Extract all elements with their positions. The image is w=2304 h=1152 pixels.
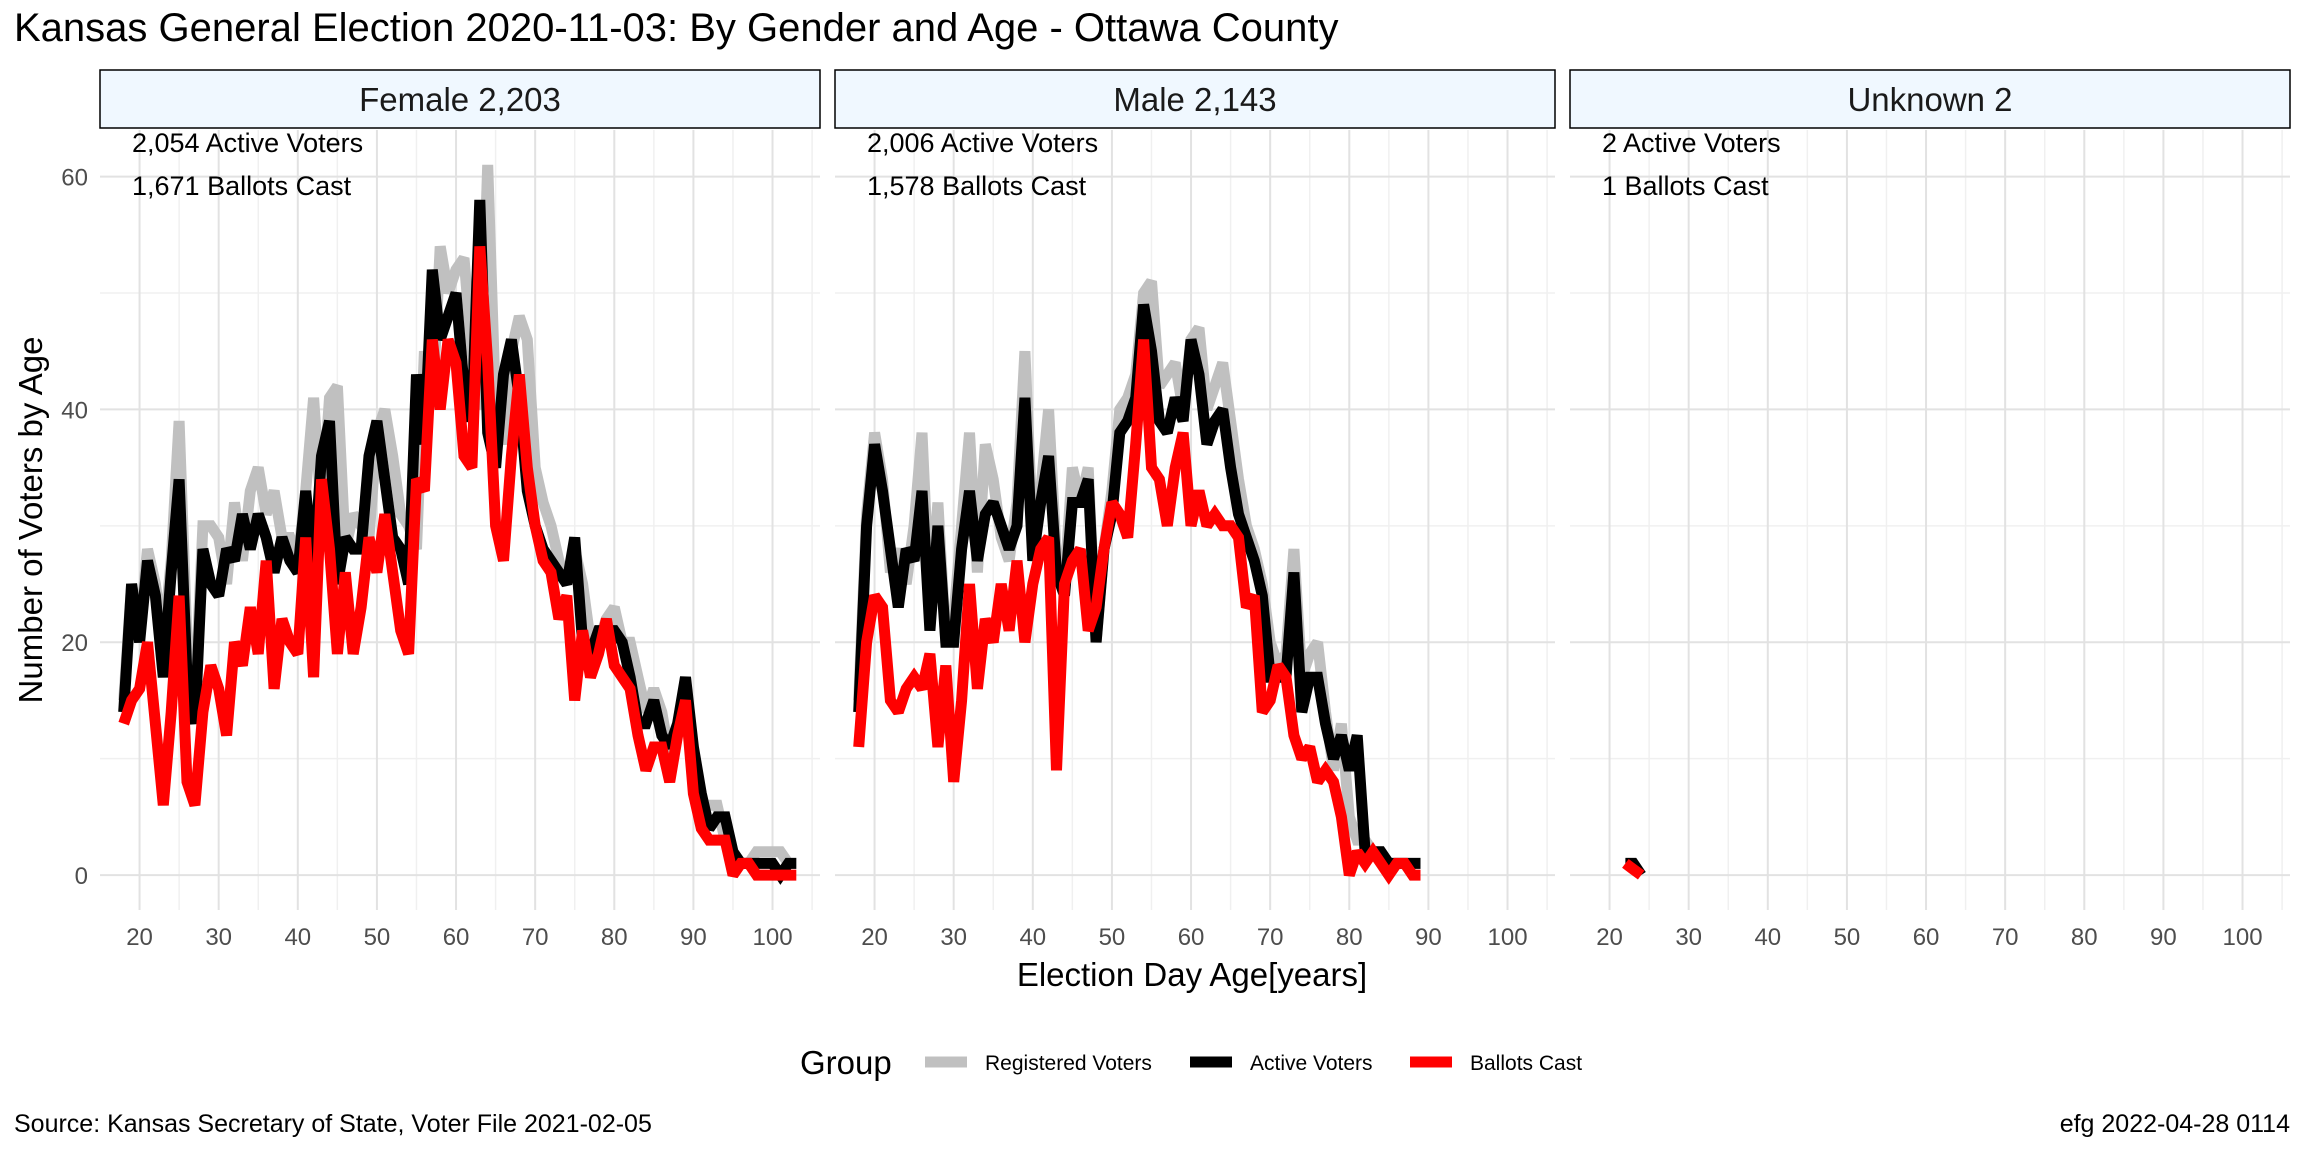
active-voters-annotation: 2,006 Active Voters [867, 128, 1098, 158]
x-tick-label: 20 [861, 924, 888, 951]
ballots-cast-annotation: 1,578 Ballots Cast [867, 171, 1087, 201]
x-tick-label: 100 [753, 924, 793, 951]
active-voters-annotation: 2,054 Active Voters [132, 128, 363, 158]
y-axis-title: Number of Voters by Age [12, 337, 49, 704]
x-tick-label: 50 [364, 924, 391, 951]
x-tick-label: 90 [680, 924, 707, 951]
legend-title: Group [800, 1044, 892, 1081]
x-tick-label: 40 [1754, 924, 1781, 951]
x-tick-label: 40 [284, 924, 311, 951]
legend-label-active-voters: Active Voters [1250, 1052, 1373, 1075]
active-voters-annotation: 2 Active Voters [1602, 128, 1781, 158]
y-tick-label: 40 [61, 397, 88, 424]
series-line-ballots-cast [1622, 858, 1645, 880]
panel-strip [99, 69, 821, 129]
legend-label-ballots-cast: Ballots Cast [1470, 1052, 1582, 1075]
y-tick-label: 0 [75, 863, 88, 890]
x-tick-label: 70 [1257, 924, 1284, 951]
x-tick-label: 50 [1099, 924, 1126, 951]
x-tick-label: 50 [1834, 924, 1861, 951]
x-tick-label: 80 [1336, 924, 1363, 951]
source-note: Source: Kansas Secretary of State, Voter… [14, 1110, 652, 1138]
series-line-active-voters [118, 199, 797, 885]
panel-female: Female 2,203 2,054 Active Voters 1,671 Bal… [61, 69, 821, 951]
x-tick-label: 90 [2150, 924, 2177, 951]
ballots-cast-annotation: 1,671 Ballots Cast [132, 171, 352, 201]
y-tick-label: 60 [61, 165, 88, 192]
series-line-ballots-cast [853, 339, 1421, 885]
x-tick-label: 60 [443, 924, 470, 951]
x-tick-label: 30 [205, 924, 232, 951]
series-line-ballots-cast [118, 246, 797, 881]
panel-strip [1569, 69, 2291, 129]
x-tick-label: 30 [940, 924, 967, 951]
panel-strip-label: Unknown 2 [1847, 81, 2012, 118]
panel-male: Male 2,143 2,006 Active Voters 1,578 Ballo… [834, 69, 1556, 951]
x-tick-label: 80 [601, 924, 628, 951]
x-tick-label: 30 [1675, 924, 1702, 951]
x-tick-label: 60 [1178, 924, 1205, 951]
x-tick-label: 100 [2223, 924, 2263, 951]
ballots-cast-annotation: 1 Ballots Cast [1602, 171, 1769, 201]
timestamp-note: efg 2022-04-28 0114 [2059, 1110, 2290, 1138]
panel-strip-label: Female 2,203 [359, 81, 561, 118]
x-tick-label: 70 [1992, 924, 2019, 951]
x-tick-label: 40 [1019, 924, 1046, 951]
panel-unknown: Unknown 2 2 Active Voters 1 Ballots Cast 20… [1569, 69, 2291, 951]
legend-label-registered-voters: Registered Voters [985, 1052, 1152, 1075]
x-tick-label: 20 [126, 924, 153, 951]
x-tick-label: 80 [2071, 924, 2098, 951]
x-tick-label: 60 [1913, 924, 1940, 951]
x-tick-label: 90 [1415, 924, 1442, 951]
x-tick-label: 70 [522, 924, 549, 951]
x-axis-title: Election Day Age[years] [1017, 956, 1367, 993]
panel-strip [834, 69, 1556, 129]
chart-title: Kansas General Election 2020-11-03: By G… [14, 6, 1339, 50]
y-tick-label: 20 [61, 630, 88, 657]
x-tick-label: 20 [1596, 924, 1623, 951]
panel-strip-label: Male 2,143 [1113, 81, 1276, 118]
x-tick-label: 100 [1488, 924, 1528, 951]
